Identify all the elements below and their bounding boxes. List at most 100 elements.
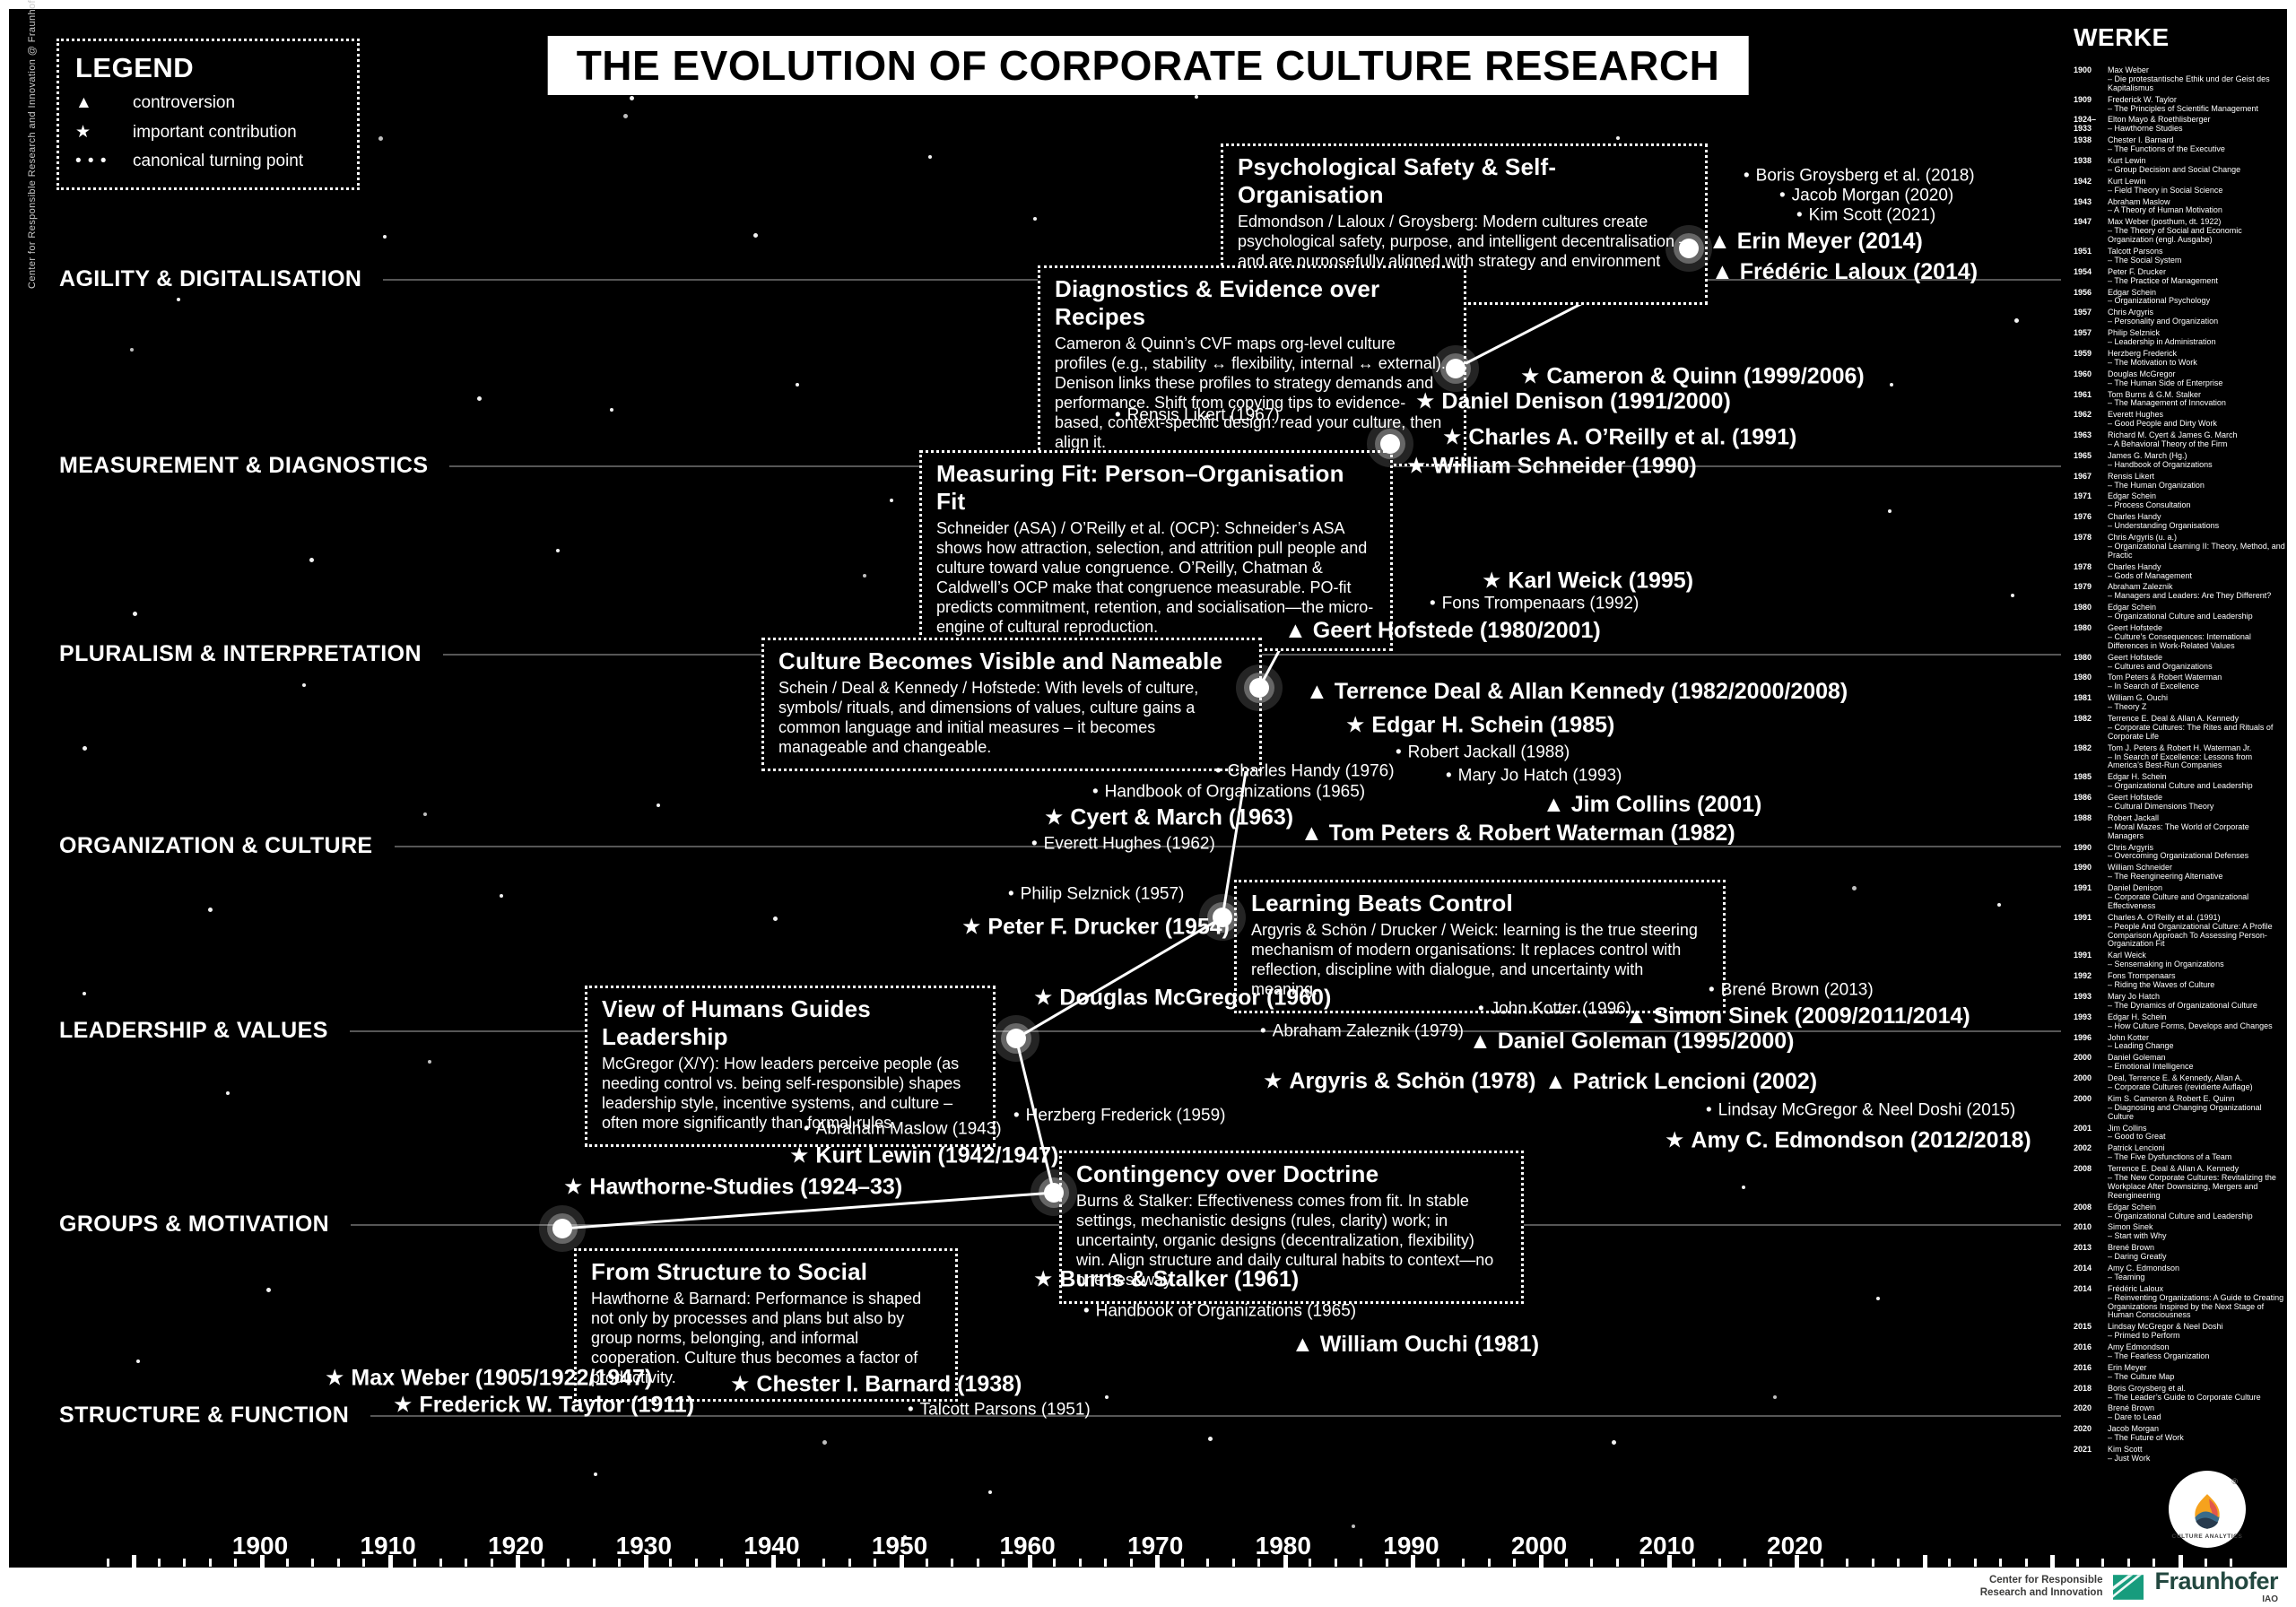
werke-author: William G. Ouchi — [2108, 693, 2169, 703]
werke-year: 1962 — [2074, 410, 2092, 420]
werke-year: 1957 — [2074, 328, 2092, 338]
werke-entry: 2000 Daniel Goleman – Emotional Intelligen… — [2074, 1053, 2287, 1072]
footer-credit: Center for Responsible Research and Inno… — [1980, 1575, 2103, 1600]
werke-title: – Start with Why — [2108, 1231, 2167, 1241]
werke-entry: 1996 John Kotter – Leading Change — [2074, 1032, 2287, 1052]
werke-year: 1993 — [2074, 1012, 2092, 1021]
werke-year: 1991 — [2074, 912, 2092, 922]
werke-year: 2000 — [2074, 1053, 2092, 1063]
werke-author: Max Weber — [2108, 65, 2149, 74]
werke-entry: 1942 Kurt Lewin – Field Theory in Social S… — [2074, 176, 2287, 195]
werke-title: – Good People and Dirty Work — [2108, 419, 2217, 429]
werke-author: Edgar H. Schein — [2108, 1012, 2167, 1021]
werke-entry: 1991 Daniel Denison – Corporate Culture an… — [2074, 883, 2287, 911]
werke-author: Robert Jackall — [2108, 812, 2160, 822]
werke-author: Deal, Terrence E. & Kennedy, Allan A. — [2108, 1073, 2243, 1083]
werke-author: Kurt Lewin — [2108, 156, 2146, 166]
werke-year: 1980 — [2074, 622, 2092, 632]
werke-year: 1985 — [2074, 772, 2092, 782]
werke-title: – A Behavioral Theory of the Firm — [2108, 439, 2228, 448]
fraunhofer-iao: IAO — [2262, 1594, 2278, 1604]
werke-body: Deal, Terrence E. & Kennedy, Allan A. – C… — [2108, 1073, 2287, 1092]
werke-author: Kim Scott — [2108, 1445, 2143, 1455]
werke-title: – Personality and Organization — [2108, 317, 2219, 326]
werke-body: Terrence E. Deal & Allan A. Kennedy – Cor… — [2108, 714, 2287, 742]
werke-body: William Schneider – The Reengineering Alt… — [2108, 863, 2287, 882]
werke-title: – Organizational Learning II: Theory, Me… — [2108, 541, 2285, 560]
werke-body: Kurt Lewin – Field Theory in Social Scien… — [2108, 176, 2287, 195]
werke-title: – Leadership in Administration — [2108, 337, 2216, 347]
werke-author: Amy C. Edmondson — [2108, 1263, 2180, 1273]
werke-author: Amy Edmondson — [2108, 1342, 2170, 1352]
werke-body: Fons Trompenaars – Riding the Waves of Cu… — [2108, 971, 2287, 990]
werke-year: 1942 — [2074, 176, 2092, 186]
werke-body: William G. Ouchi – Theory Z — [2108, 693, 2287, 712]
werke-body: Karl Weick – Sensemaking in Organizations — [2108, 951, 2287, 969]
werke-title: – Understanding Organisations — [2108, 521, 2220, 531]
werke-entry: 2021 Kim Scott – Just Work — [2074, 1445, 2287, 1464]
werke-year: 1980 — [2074, 673, 2092, 682]
werke-heading: WERKE — [2074, 23, 2170, 51]
werke-title: – Overcoming Organizational Defenses — [2108, 851, 2249, 861]
werke-body: Tom J. Peters & Robert H. Waterman Jr. – … — [2108, 743, 2287, 771]
werke-year: 2010 — [2074, 1222, 2092, 1232]
werke-title: – Riding the Waves of Culture — [2108, 980, 2215, 990]
werke-body: Geert Hofstede – Cultures and Organizatio… — [2108, 652, 2287, 672]
werke-year: 1978 — [2074, 532, 2092, 542]
werke-body: Abraham Maslow – A Theory of Human Motiva… — [2108, 196, 2287, 216]
werke-author: Edgar Schein — [2108, 287, 2157, 297]
werke-year: 2000 — [2074, 1073, 2092, 1083]
werke-title: – Daring Greatly — [2108, 1252, 2167, 1262]
footer-credit-line1: Center for Responsible — [1988, 1574, 2103, 1585]
werke-year: 1990 — [2074, 863, 2092, 873]
werke-entry: 1980 Geert Hofstede – Cultures and Organiz… — [2074, 652, 2287, 672]
werke-title: – Managers and Leaders: Are They Differe… — [2108, 591, 2272, 601]
werke-title: – Dare to Lead — [2108, 1412, 2161, 1422]
werke-year: 1954 — [2074, 266, 2092, 276]
werke-author: Terrence E. Deal & Allan A. Kennedy — [2108, 1164, 2239, 1174]
fraunhofer-name: Fraunhofer — [2154, 1568, 2278, 1594]
werke-body: Abraham Zaleznik – Managers and Leaders: … — [2108, 583, 2287, 601]
werke-author: Philip Selznick — [2108, 328, 2161, 338]
werke-entry: 2018 Boris Groysberg et al. – The Leader’s… — [2074, 1384, 2287, 1403]
werke-author: Karl Weick — [2108, 951, 2146, 960]
werke-title: – Emotional Intelligence — [2108, 1062, 2194, 1072]
werke-body: Charles A. O’Reilly et al. (1991) – Peopl… — [2108, 913, 2287, 950]
werke-entry: 1924–1933 Elton Mayo & Roethlisberger – Ha… — [2074, 116, 2287, 134]
werke-entry: 1962 Everett Hughes – Good People and Dirt… — [2074, 410, 2287, 429]
werke-entry: 1967 Rensis Likert – The Human Organizatio… — [2074, 472, 2287, 491]
werke-author: Kurt Lewin — [2108, 176, 2146, 186]
werke-author: Geert Hofstede — [2108, 652, 2163, 662]
werke-author: Abraham Maslow — [2108, 196, 2170, 206]
werke-author: John Kotter — [2108, 1032, 2150, 1042]
werke-year: 1986 — [2074, 793, 2092, 803]
werke-body: Brené Brown – Daring Greatly — [2108, 1243, 2287, 1262]
werke-entry: 1938 Kurt Lewin – Group Decision and Socia… — [2074, 156, 2287, 175]
werke-year: 1961 — [2074, 389, 2092, 399]
werke-entry: 1980 Geert Hofstede – Culture’s Consequenc… — [2074, 622, 2287, 651]
werke-body: Tom Peters & Robert Waterman – In Search … — [2108, 673, 2287, 691]
werke-body: Geert Hofstede – Culture’s Consequences: … — [2108, 622, 2287, 651]
werke-author: Chris Argyris — [2108, 842, 2154, 852]
footer: Center for Responsible Research and Inno… — [1980, 1568, 2279, 1605]
werke-author: James G. March (Hg.) — [2108, 450, 2187, 460]
werke-year: 1959 — [2074, 348, 2092, 358]
werke-author: Brené Brown — [2108, 1243, 2155, 1253]
werke-entry: 1982 Terrence E. Deal & Allan A. Kennedy –… — [2074, 714, 2287, 742]
werke-author: Lindsay McGregor & Neel Doshi — [2108, 1322, 2223, 1332]
werke-title: – People And Organizational Culture: A P… — [2108, 921, 2273, 949]
star-icon: ★ — [75, 123, 92, 142]
werke-title: – Cultures and Organizations — [2108, 661, 2213, 671]
werke-year: 1980 — [2074, 603, 2092, 612]
werke-title: – The Theory of Social and Economic Orga… — [2108, 226, 2242, 245]
werke-author: Patrick Lencioni — [2108, 1143, 2165, 1153]
werke-entry: 1982 Tom J. Peters & Robert H. Waterman J… — [2074, 743, 2287, 771]
werke-year: 1951 — [2074, 247, 2092, 256]
werke-title: – The Future of Work — [2108, 1433, 2184, 1443]
werke-author: Geert Hofstede — [2108, 622, 2163, 632]
werke-year: 2014 — [2074, 1263, 2092, 1273]
werke-title: – Culture’s Consequences: International … — [2108, 631, 2251, 650]
werke-entry: 1991 Charles A. O’Reilly et al. (1991) – P… — [2074, 912, 2287, 950]
werke-author: Talcott Parsons — [2108, 247, 2163, 256]
werke-entry: 2002 Patrick Lencioni – The Five Dysfuncti… — [2074, 1143, 2287, 1162]
